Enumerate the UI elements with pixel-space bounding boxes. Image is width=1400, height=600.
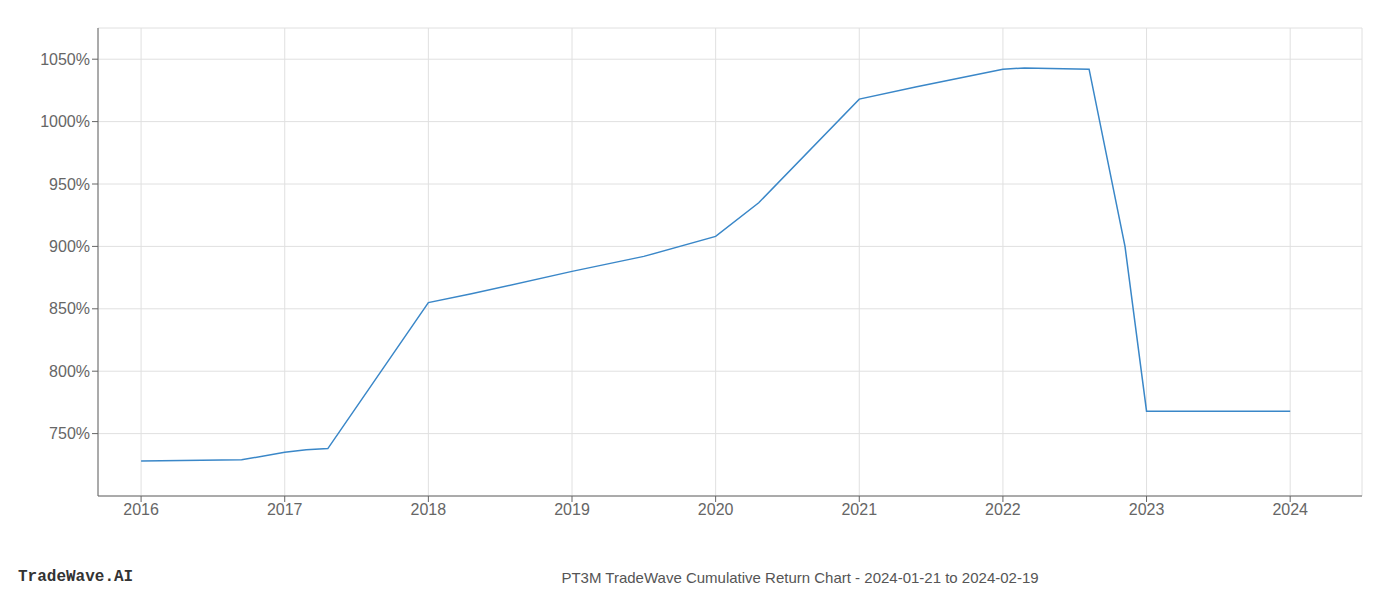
svg-text:1050%: 1050%	[40, 51, 90, 68]
svg-text:2021: 2021	[841, 501, 877, 518]
svg-text:950%: 950%	[49, 176, 90, 193]
svg-text:2016: 2016	[123, 501, 159, 518]
html-text:TradeWave.AI: TradeWave.AI	[18, 568, 134, 586]
svg-text:2020: 2020	[698, 501, 734, 518]
svg-text:2023: 2023	[1129, 501, 1165, 518]
svg-text:2022: 2022	[985, 501, 1021, 518]
svg-text:1000%: 1000%	[40, 113, 90, 130]
svg-text:2019: 2019	[554, 501, 590, 518]
html-text:PT3M TradeWave Cumulative Retu: PT3M TradeWave Cumulative Return Chart -…	[561, 569, 1039, 586]
svg-text:750%: 750%	[49, 425, 90, 442]
svg-text:2017: 2017	[267, 501, 303, 518]
svg-text:2018: 2018	[411, 501, 447, 518]
svg-text:900%: 900%	[49, 238, 90, 255]
svg-text:800%: 800%	[49, 363, 90, 380]
svg-text:2024: 2024	[1272, 501, 1308, 518]
svg-text:850%: 850%	[49, 300, 90, 317]
